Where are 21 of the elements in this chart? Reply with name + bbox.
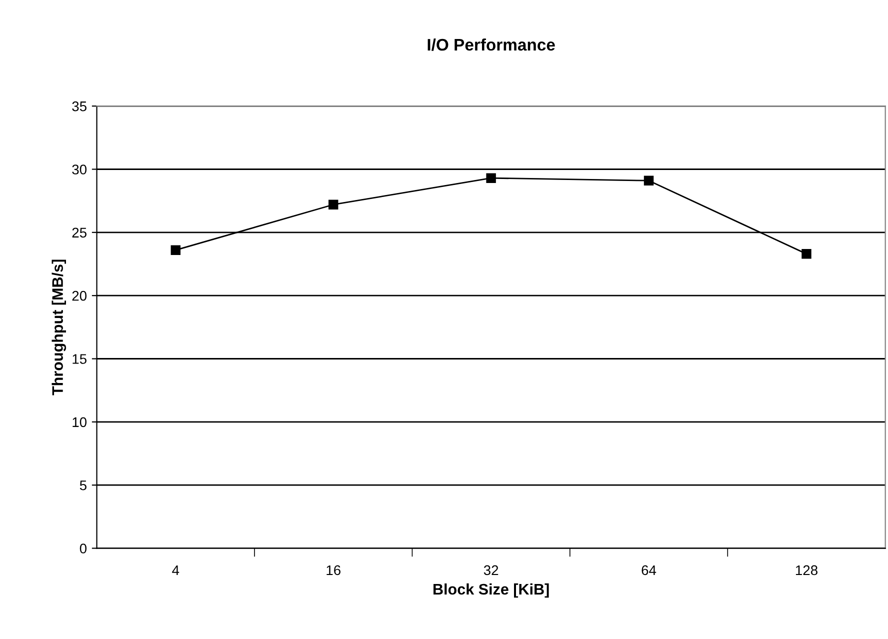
y-tick-label: 15 — [72, 354, 86, 364]
x-tick-label: 128 — [796, 565, 818, 576]
x-tick-label: 4 — [172, 565, 180, 575]
y-tick-label: 35 — [72, 101, 86, 112]
point — [486, 173, 496, 183]
chart-title: I/O Performance — [428, 38, 555, 51]
y-tick-label: 20 — [72, 290, 87, 301]
point — [802, 249, 812, 259]
y-tick-label: 10 — [72, 417, 87, 428]
y-axis-title: Throughput [MB/s] — [52, 260, 66, 396]
y-tick-label: 0 — [80, 544, 87, 554]
x-tick-label: 64 — [642, 565, 656, 576]
y-tick-label: 30 — [72, 164, 87, 174]
y-tick-label: 5 — [80, 480, 86, 490]
point — [644, 176, 654, 186]
x-axis-title: Block Size [KiB] — [434, 583, 549, 598]
x-tick-label: 32 — [484, 565, 498, 576]
x-tick-label: 16 — [326, 565, 340, 576]
point — [170, 245, 181, 255]
point — [328, 200, 338, 210]
y-tick-label: 25 — [72, 228, 86, 238]
